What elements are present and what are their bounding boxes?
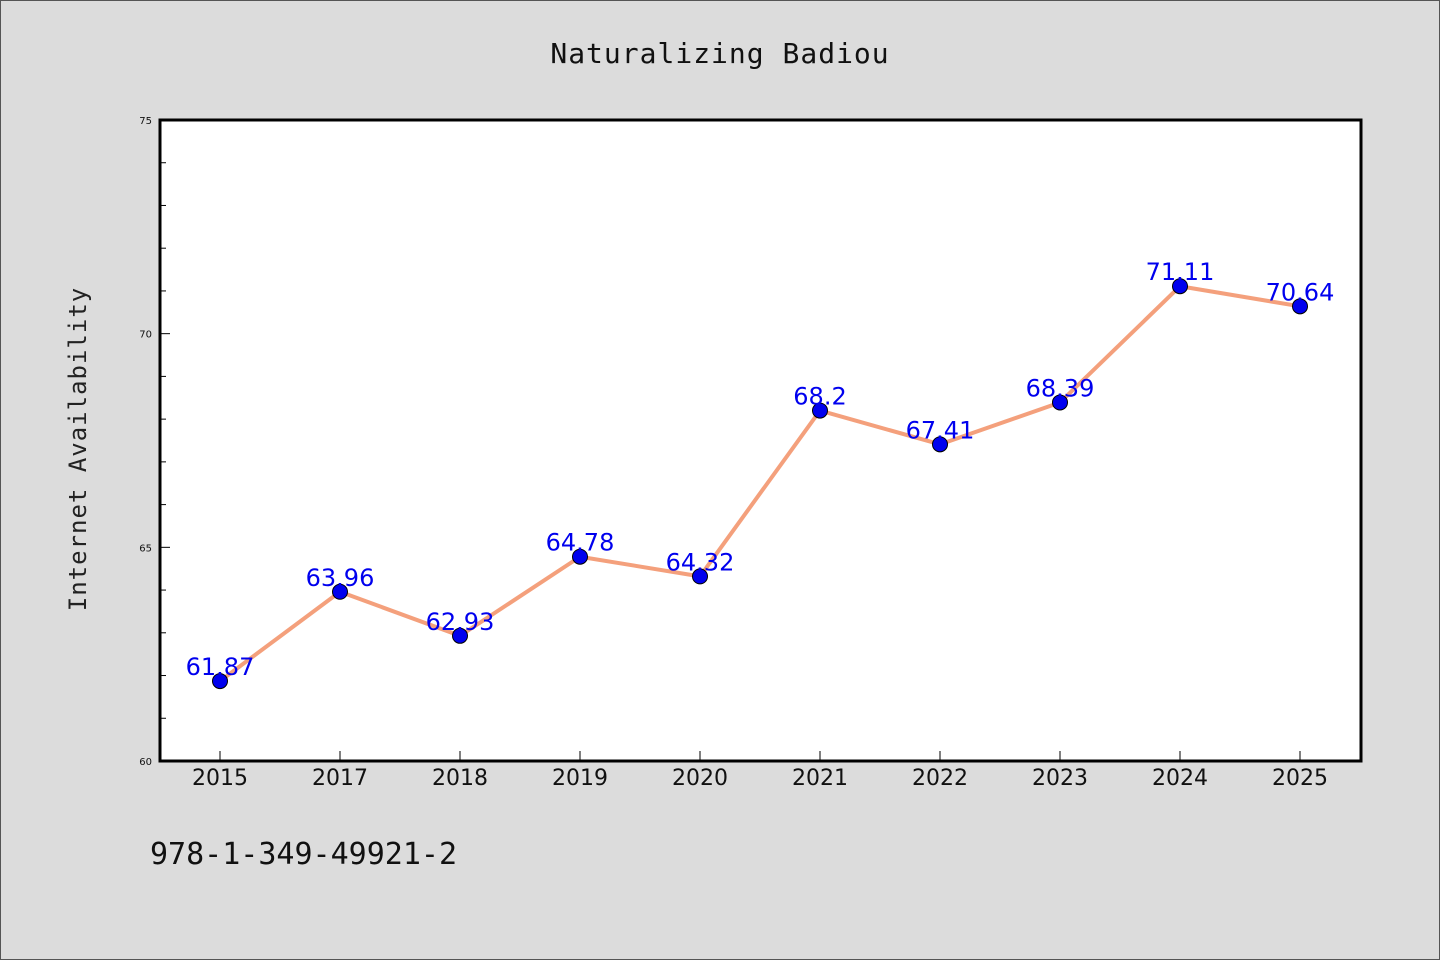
data-labels-group: 61.87 63.96 62.93 64.78 64.32 68.2 67.41 68.39 7… — [186, 258, 1335, 681]
data-point-marker — [1172, 278, 1188, 295]
data-label: 63.96 — [306, 564, 375, 592]
x-tick-label: 2020 — [672, 766, 728, 791]
x-tick-label: 2019 — [552, 766, 608, 791]
isbn-text: 978-1-349-49921-2 — [150, 837, 457, 872]
y-tick-label: 70 — [139, 330, 152, 341]
data-label: 70.64 — [1266, 278, 1335, 306]
x-tick-label: 2023 — [1032, 766, 1088, 791]
data-label: 68.2 — [793, 383, 846, 411]
x-axis: 2015 2017 2018 2019 2020 2021 2022 2023 2024 2025 — [192, 751, 1328, 791]
x-tick-label: 2024 — [1152, 766, 1208, 791]
data-point-marker — [332, 583, 348, 600]
y-axis-label: Internet Availability — [64, 287, 92, 611]
x-tick-label: 2015 — [192, 766, 248, 791]
data-point-marker — [572, 548, 588, 565]
series-group — [212, 278, 1308, 690]
data-point-marker — [692, 568, 708, 585]
data-label: 64.32 — [666, 548, 735, 576]
data-point-marker — [932, 436, 948, 453]
y-tick-label: 60 — [139, 757, 152, 768]
data-point-marker — [1052, 394, 1068, 411]
chart-title: Naturalizing Badiou — [550, 37, 889, 70]
x-tick-label: 2022 — [912, 766, 968, 791]
data-label: 62.93 — [426, 608, 495, 636]
data-point-marker — [812, 402, 828, 419]
y-tick-label: 75 — [139, 116, 152, 127]
data-label: 68.39 — [1026, 374, 1095, 402]
data-point-marker — [1292, 298, 1308, 315]
data-label: 61.87 — [186, 653, 255, 681]
x-tick-label: 2018 — [432, 766, 488, 791]
x-tick-label: 2025 — [1272, 766, 1328, 791]
data-point-marker — [452, 627, 468, 644]
x-tick-label: 2021 — [792, 766, 848, 791]
x-tick-label: 2017 — [312, 766, 368, 791]
plot-area — [158, 118, 1363, 763]
data-label: 71.11 — [1146, 258, 1215, 286]
data-label: 67.41 — [906, 416, 975, 444]
data-label: 64.78 — [546, 529, 615, 557]
y-axis: 60 65 70 75 — [139, 116, 170, 768]
data-point-marker — [212, 673, 228, 690]
series-line — [218, 284, 1301, 683]
y-tick-label: 65 — [139, 543, 152, 554]
